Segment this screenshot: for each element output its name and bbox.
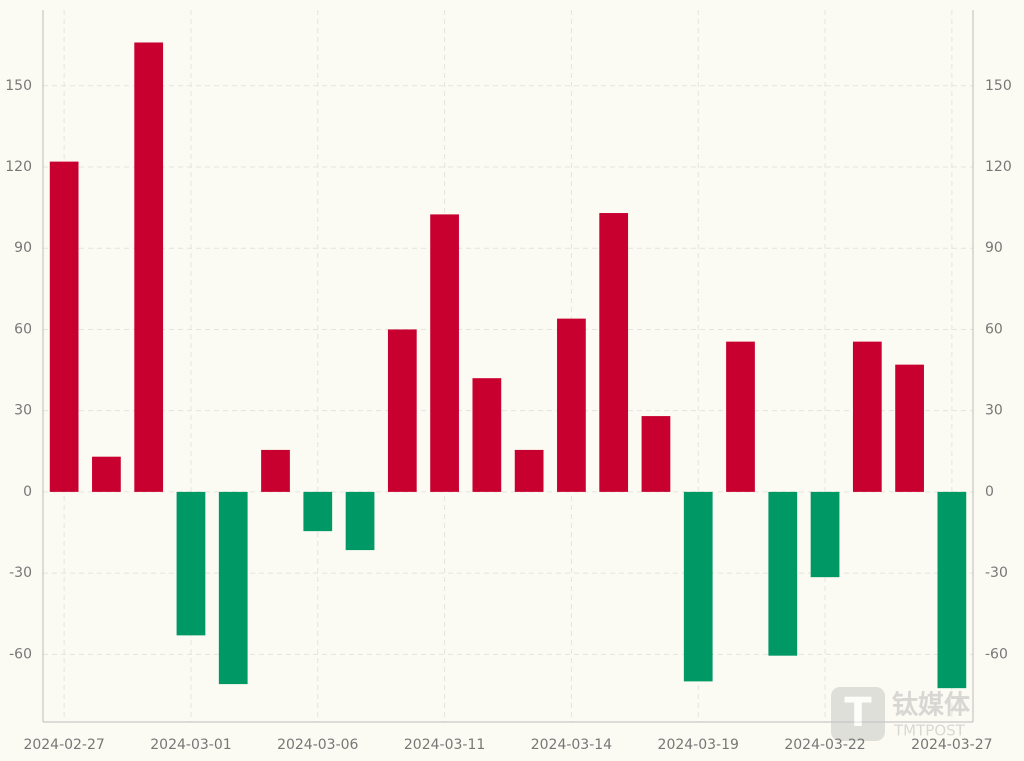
x-tick-label: 2024-03-11: [404, 737, 485, 753]
watermark-text: TMTPOST: [893, 722, 966, 740]
y-tick-label: -60: [9, 646, 32, 662]
bar: [768, 491, 798, 656]
y2-tick-label: 0: [985, 484, 994, 500]
y-tick-label: 60: [14, 321, 32, 337]
x-tick-label: 2024-03-06: [277, 737, 358, 753]
bar: [176, 491, 206, 636]
bar: [387, 329, 417, 492]
y2-tick-label: 150: [985, 78, 1012, 94]
x-tick-label: 2024-03-27: [911, 737, 992, 753]
bar: [937, 491, 967, 689]
bar: [345, 491, 375, 551]
watermark-text: 钛媒体: [892, 691, 971, 721]
x-tick-label: 2024-03-01: [150, 737, 231, 753]
y2-tick-label: 30: [985, 403, 1003, 419]
y-tick-label: 120: [5, 159, 32, 175]
y2-tick-label: 90: [985, 240, 1003, 256]
y2-tick-label: -60: [985, 646, 1008, 662]
y-tick-label: 150: [5, 78, 32, 94]
watermark-logo: [831, 687, 885, 741]
bar: [49, 161, 79, 492]
bar: [218, 491, 248, 685]
bar: [852, 341, 882, 492]
bar: [134, 42, 164, 492]
y-tick-label: -30: [9, 565, 32, 581]
bar: [683, 491, 713, 682]
y2-tick-label: 60: [985, 321, 1003, 337]
bar: [810, 491, 840, 578]
bar: [557, 318, 586, 492]
x-tick-label: 2024-03-22: [784, 737, 865, 753]
bar: [514, 449, 544, 492]
y2-tick-label: 120: [985, 159, 1012, 175]
watermark: T 钛媒体 TMTPOST: [831, 687, 971, 741]
x-tick-label: 2024-03-14: [531, 737, 612, 753]
bar: [599, 213, 629, 492]
x-tick-label: 2024-03-19: [658, 737, 739, 753]
bar: [261, 449, 290, 492]
bar: [895, 364, 924, 492]
watermark-logo-letter: T: [844, 690, 872, 736]
x-tick-label: 2024-02-27: [23, 737, 104, 753]
y-tick-label: 0: [23, 484, 32, 500]
bar: [303, 491, 333, 532]
bar: [92, 456, 121, 492]
bar: [726, 341, 755, 492]
bar: [472, 378, 502, 492]
y2-tick-label: -30: [985, 565, 1008, 581]
bar: [641, 416, 671, 492]
bar: [430, 214, 459, 492]
y-tick-label: 30: [14, 403, 32, 419]
y-tick-label: 90: [14, 240, 32, 256]
